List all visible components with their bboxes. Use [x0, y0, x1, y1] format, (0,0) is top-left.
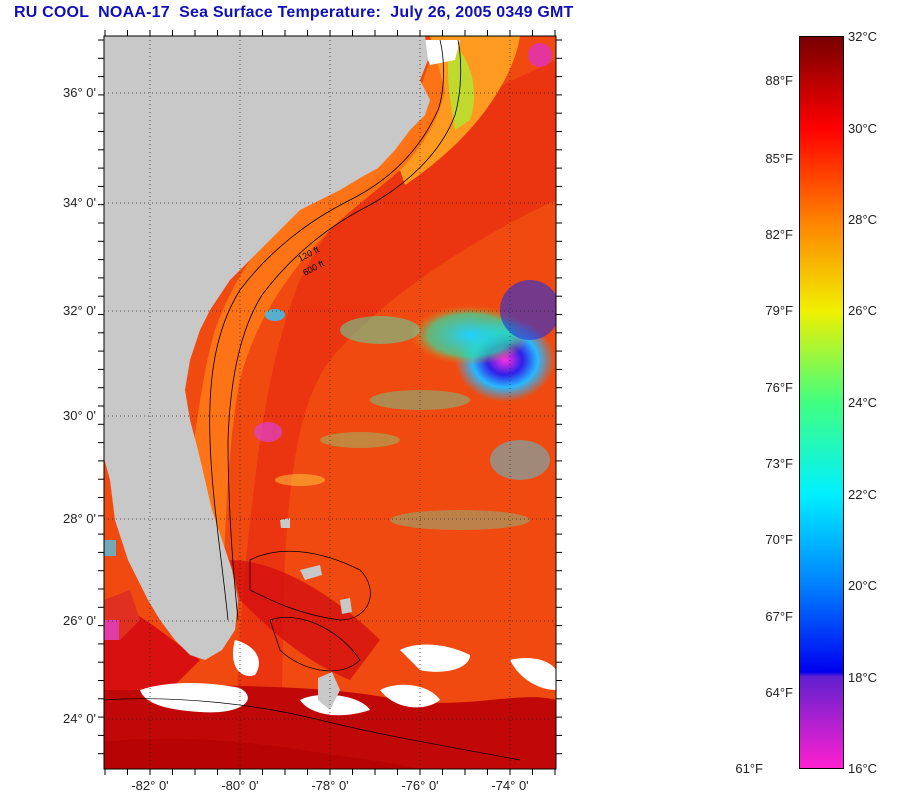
- cb-label-64f: 64°F: [765, 685, 793, 700]
- lat-label-32: 32° 0': [63, 303, 96, 318]
- north-cool: [447, 45, 475, 130]
- lon-label-78: -78° 0': [311, 778, 349, 793]
- land-bahamas: [318, 672, 340, 710]
- lat-label-30: 30° 0': [63, 408, 96, 423]
- clouds: [140, 683, 248, 713]
- contour-600ft: [227, 39, 462, 621]
- cb-label-16c: 16°C: [848, 761, 878, 776]
- cb-label-70f: 70°F: [765, 532, 793, 547]
- cb-label-76f: 76°F: [765, 380, 793, 395]
- cb-label-24c: 24°C: [848, 395, 878, 410]
- cb-label-82f: 82°F: [765, 227, 793, 242]
- cb-label-26c: 26°C: [848, 303, 878, 318]
- graticule: [104, 36, 556, 769]
- cb-label-20c: 20°C: [848, 578, 878, 593]
- cb-label-28c: 28°C: [848, 212, 878, 227]
- cb-label-73f: 73°F: [765, 456, 793, 471]
- lon-label-82: -82° 0': [131, 778, 169, 793]
- land-us: [104, 36, 430, 660]
- cb-label-30c: 30°C: [848, 121, 878, 136]
- lon-label-80: -80° 0': [221, 778, 259, 793]
- lat-label-28: 28° 0': [63, 511, 96, 526]
- lat-label-36: 36° 0': [63, 85, 96, 100]
- lat-label-26: 26° 0': [63, 613, 96, 628]
- cb-label-67f: 67°F: [765, 609, 793, 624]
- map-panel: [104, 36, 556, 769]
- map-ticks: [98, 30, 562, 775]
- lon-label-74: -74° 0': [491, 778, 529, 793]
- cb-label-18c: 18°C: [848, 670, 878, 685]
- map-title: RU COOL NOAA-17 Sea Surface Temperature:…: [14, 4, 574, 21]
- cb-label-32c: 32°C: [848, 29, 878, 44]
- lat-label-24: 24° 0': [63, 711, 96, 726]
- temperature-colorbar: [799, 36, 844, 769]
- gulf-stream: [236, 60, 556, 769]
- cb-label-85f: 85°F: [765, 151, 793, 166]
- cb-label-88f: 88°F: [765, 73, 793, 88]
- contour-120ft: [209, 39, 444, 621]
- land-cuba: [104, 738, 420, 769]
- lat-label-34: 34° 0': [63, 195, 96, 210]
- cb-label-61f: 61°F: [735, 761, 763, 776]
- lon-label-76: -76° 0': [401, 778, 439, 793]
- cb-label-22c: 22°C: [848, 487, 878, 502]
- cb-label-79f: 79°F: [765, 303, 793, 318]
